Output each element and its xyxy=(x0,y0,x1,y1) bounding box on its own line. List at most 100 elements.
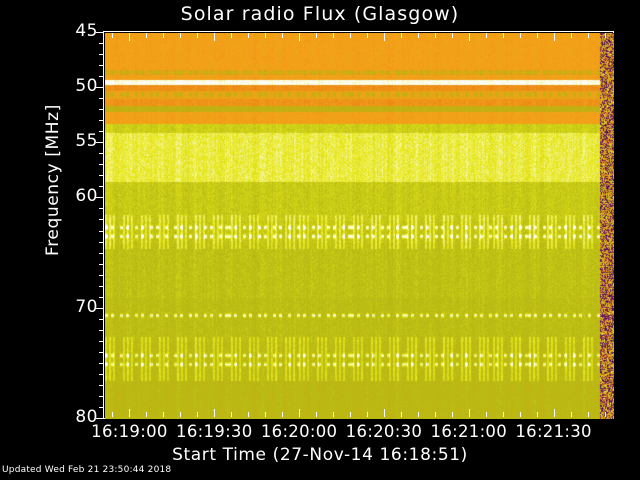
x-axis-minor-tick-mark xyxy=(180,412,181,417)
y-axis-minor-tick-mark xyxy=(99,275,104,276)
spectrogram-canvas xyxy=(105,33,614,419)
y-axis-minor-tick-mark xyxy=(99,76,104,77)
x-axis-minor-tick-mark xyxy=(282,412,283,417)
x-axis-minor-tick-mark xyxy=(231,33,232,38)
y-axis-tick-label: 60 xyxy=(75,186,98,207)
y-axis-minor-tick-mark xyxy=(99,253,104,254)
y-axis-minor-tick-mark xyxy=(99,164,104,165)
y-axis-minor-tick-mark xyxy=(99,286,104,287)
x-axis-minor-tick-mark xyxy=(418,33,419,38)
y-axis-minor-tick-mark xyxy=(99,175,104,176)
x-axis-minor-tick-mark xyxy=(452,412,453,417)
y-axis-minor-tick-mark xyxy=(99,54,104,55)
x-axis-minor-tick-mark xyxy=(486,412,487,417)
x-axis-minor-tick-mark xyxy=(248,412,249,417)
x-axis-minor-tick-mark xyxy=(401,412,402,417)
x-axis-minor-tick-mark xyxy=(605,33,606,38)
y-axis-minor-tick-mark xyxy=(99,65,104,66)
y-axis-minor-tick-mark xyxy=(99,43,104,44)
y-axis-minor-tick-mark xyxy=(96,418,104,419)
y-axis-tick-labels: 45 50 55 60 70 80 xyxy=(58,0,98,480)
y-axis-minor-tick-mark xyxy=(99,131,104,132)
x-axis-tick-label: 16:21:00 xyxy=(430,422,508,441)
x-axis-minor-tick-mark xyxy=(333,412,334,417)
y-axis-minor-tick-mark xyxy=(99,242,104,243)
x-axis-minor-tick-mark xyxy=(486,33,487,38)
x-axis-tick-mark xyxy=(299,33,300,41)
x-axis-minor-tick-mark xyxy=(350,412,351,417)
x-axis-minor-tick-mark xyxy=(350,33,351,38)
x-axis-minor-tick-mark xyxy=(197,412,198,417)
x-axis-minor-tick-mark xyxy=(248,33,249,38)
x-axis-minor-tick-mark xyxy=(418,412,419,417)
x-axis-minor-tick-mark xyxy=(316,33,317,38)
x-axis-tick-label: 16:21:30 xyxy=(515,422,592,441)
x-axis-tick-label: 16:19:30 xyxy=(176,422,253,441)
x-axis-minor-tick-mark xyxy=(503,33,504,38)
y-axis-minor-tick-mark xyxy=(99,396,104,397)
y-axis-label-holder: Frequency [MHz] xyxy=(20,0,63,480)
y-axis-minor-tick-mark xyxy=(99,352,104,353)
x-axis-tick-mark xyxy=(554,409,555,417)
x-axis-minor-tick-mark xyxy=(435,412,436,417)
x-axis-tick-label: 16:19:00 xyxy=(91,422,168,441)
x-axis-tick-mark xyxy=(384,409,385,417)
x-axis-tick-mark xyxy=(384,33,385,41)
y-axis-minor-tick-mark xyxy=(99,319,104,320)
x-axis-minor-tick-mark xyxy=(537,412,538,417)
y-axis-minor-tick-mark xyxy=(96,32,104,33)
x-axis-minor-tick-mark xyxy=(367,412,368,417)
x-axis-minor-tick-mark xyxy=(520,33,521,38)
y-axis-minor-tick-mark xyxy=(99,231,104,232)
x-axis-minor-tick-mark xyxy=(520,412,521,417)
y-axis-label: Frequency [MHz] xyxy=(43,104,63,256)
x-axis-minor-tick-mark xyxy=(588,33,589,38)
x-axis-minor-tick-mark xyxy=(146,33,147,38)
x-axis-minor-tick-mark xyxy=(435,33,436,38)
y-axis-minor-tick-mark xyxy=(99,219,104,220)
y-axis-minor-tick-mark xyxy=(96,142,104,143)
x-axis-minor-tick-mark xyxy=(316,412,317,417)
y-axis-minor-tick-mark xyxy=(99,341,104,342)
x-axis-minor-tick-mark xyxy=(605,412,606,417)
x-axis-tick-mark xyxy=(299,409,300,417)
x-axis-minor-tick-mark xyxy=(112,33,113,38)
y-axis-minor-tick-mark xyxy=(96,87,104,88)
x-axis-tick-mark xyxy=(129,33,130,41)
x-axis-tick-mark xyxy=(214,409,215,417)
x-axis-minor-tick-mark xyxy=(367,33,368,38)
x-axis-minor-tick-mark xyxy=(571,412,572,417)
x-axis-tick-label: 16:20:00 xyxy=(260,422,338,441)
y-axis-minor-tick-mark xyxy=(99,407,104,408)
y-axis-minor-tick-mark xyxy=(96,308,104,309)
y-axis-minor-tick-mark xyxy=(99,374,104,375)
x-axis-minor-tick-mark xyxy=(231,412,232,417)
x-axis-tick-mark xyxy=(214,33,215,41)
x-axis-minor-tick-mark xyxy=(163,33,164,38)
x-axis-minor-tick-mark xyxy=(333,33,334,38)
x-axis-tick-mark xyxy=(554,33,555,41)
x-axis-minor-tick-mark xyxy=(588,412,589,417)
y-axis-minor-tick-mark xyxy=(99,363,104,364)
x-axis-minor-tick-mark xyxy=(401,33,402,38)
y-axis-minor-tick-mark xyxy=(99,98,104,99)
y-axis-tick-label: 55 xyxy=(75,131,98,152)
spectrogram-plot-area[interactable] xyxy=(103,31,614,419)
y-axis-minor-tick-mark xyxy=(99,109,104,110)
y-axis-minor-tick-mark xyxy=(99,186,104,187)
y-axis-minor-tick-mark xyxy=(96,197,104,198)
y-axis-minor-tick-mark xyxy=(99,153,104,154)
y-axis-minor-tick-mark xyxy=(99,208,104,209)
x-axis-tick-label: 16:20:30 xyxy=(345,422,423,441)
x-axis-minor-tick-mark xyxy=(537,33,538,38)
x-axis-minor-tick-mark xyxy=(265,33,266,38)
y-axis-tick-label: 80 xyxy=(75,407,98,427)
x-axis-label: Start Time (27-Nov-14 16:18:51) xyxy=(172,445,468,465)
x-axis-minor-tick-mark xyxy=(452,33,453,38)
x-axis-minor-tick-mark xyxy=(146,412,147,417)
y-axis-minor-tick-mark xyxy=(99,120,104,121)
x-axis-minor-tick-mark xyxy=(265,412,266,417)
y-axis-minor-tick-mark xyxy=(99,330,104,331)
y-axis-tick-label: 70 xyxy=(75,296,98,317)
